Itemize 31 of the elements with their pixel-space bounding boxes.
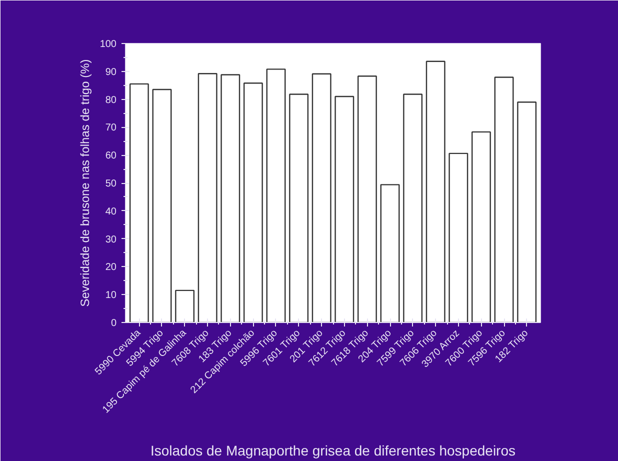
y-tick-label: 20: [105, 262, 117, 274]
y-tick-label: 50: [105, 178, 117, 190]
y-tick-label: 40: [105, 206, 117, 218]
bar: [448, 152, 468, 322]
bar: [494, 76, 514, 322]
bar: [175, 290, 195, 322]
x-axis-title: Isolados de Magnaporthe grisea de diferentes hospedeiros: [150, 442, 516, 458]
y-tick-label: 60: [105, 150, 117, 162]
y-tick-label: 30: [105, 234, 117, 246]
y-tick-label: 70: [105, 122, 117, 134]
y-tick-label: 90: [105, 66, 117, 78]
y-tick-label: 0: [110, 318, 117, 329]
bar: [403, 94, 423, 322]
bar: [517, 101, 537, 322]
bar: [289, 94, 309, 322]
bar: [426, 60, 446, 322]
bar: [357, 76, 377, 322]
y-tick-label: 100: [100, 39, 117, 50]
bar: [152, 88, 172, 322]
bar: [312, 73, 332, 322]
bar: [198, 73, 218, 322]
bar: [471, 131, 491, 322]
y-tick-label: 10: [105, 290, 117, 302]
bar: [380, 184, 400, 322]
bar: [129, 83, 149, 322]
bar: [220, 74, 240, 322]
y-axis-title: Severidade de brusone nas folhas de trigo (%): [78, 59, 92, 307]
bar: [266, 68, 286, 322]
bar: [243, 82, 263, 322]
y-tick-label: 80: [105, 94, 117, 106]
bar: [334, 96, 354, 322]
